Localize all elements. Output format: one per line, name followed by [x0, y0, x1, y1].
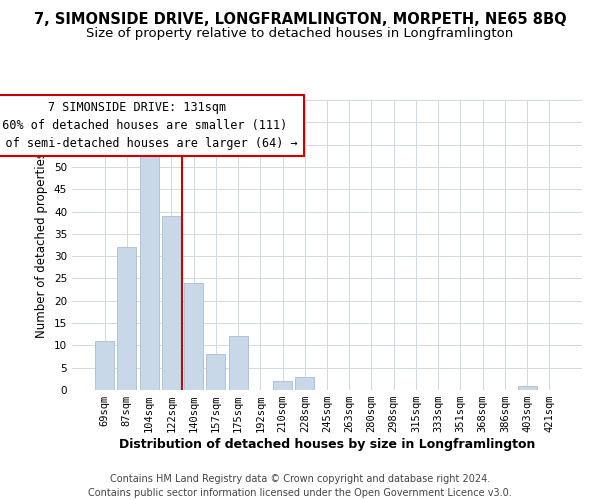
Bar — [184, 283, 203, 390]
Bar — [518, 386, 536, 390]
Y-axis label: Number of detached properties: Number of detached properties — [35, 152, 49, 338]
Text: 7, SIMONSIDE DRIVE, LONGFRAMLINGTON, MORPETH, NE65 8BQ: 7, SIMONSIDE DRIVE, LONGFRAMLINGTON, MOR… — [34, 12, 566, 28]
Bar — [229, 336, 248, 390]
Bar — [95, 341, 114, 390]
Bar — [118, 247, 136, 390]
X-axis label: Distribution of detached houses by size in Longframlington: Distribution of detached houses by size … — [119, 438, 535, 451]
Bar — [273, 381, 292, 390]
Bar — [295, 376, 314, 390]
Bar — [162, 216, 181, 390]
Bar — [140, 149, 158, 390]
Text: Size of property relative to detached houses in Longframlington: Size of property relative to detached ho… — [86, 28, 514, 40]
Text: Contains HM Land Registry data © Crown copyright and database right 2024.
Contai: Contains HM Land Registry data © Crown c… — [88, 474, 512, 498]
Bar — [206, 354, 225, 390]
Text: 7 SIMONSIDE DRIVE: 131sqm
← 60% of detached houses are smaller (111)
35% of semi: 7 SIMONSIDE DRIVE: 131sqm ← 60% of detac… — [0, 101, 298, 150]
